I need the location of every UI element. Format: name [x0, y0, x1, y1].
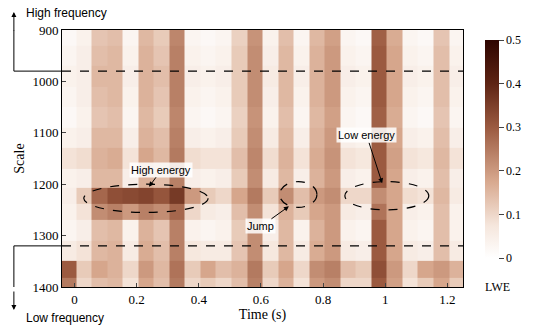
svg-text:0.4: 0.4: [506, 77, 521, 91]
svg-text:1300: 1300: [32, 228, 58, 243]
svg-text:LWE: LWE: [485, 280, 510, 294]
svg-text:0.1: 0.1: [506, 208, 521, 222]
svg-text:Jump: Jump: [247, 220, 274, 232]
svg-text:Low frequency: Low frequency: [26, 311, 104, 325]
svg-text:0.6: 0.6: [253, 292, 270, 307]
svg-text:0.2: 0.2: [128, 292, 144, 307]
svg-text:0.8: 0.8: [315, 292, 331, 307]
svg-text:Low energy: Low energy: [338, 129, 395, 141]
svg-text:1200: 1200: [32, 177, 58, 192]
svg-text:1400: 1400: [32, 280, 58, 295]
svg-text:0.3: 0.3: [506, 120, 521, 134]
svg-text:High frequency: High frequency: [26, 6, 107, 20]
svg-text:1: 1: [382, 292, 389, 307]
svg-text:Scale: Scale: [12, 143, 27, 173]
svg-text:0: 0: [71, 292, 78, 307]
svg-text:0.5: 0.5: [506, 33, 521, 47]
svg-text:0: 0: [506, 251, 512, 265]
svg-text:1000: 1000: [32, 74, 58, 89]
svg-text:1.2: 1.2: [439, 292, 455, 307]
svg-text:High energy: High energy: [131, 164, 191, 176]
svg-text:900: 900: [39, 23, 59, 38]
svg-text:0.2: 0.2: [506, 164, 521, 178]
svg-text:0.4: 0.4: [191, 292, 208, 307]
svg-text:Time (s): Time (s): [239, 307, 287, 323]
svg-text:1100: 1100: [33, 125, 59, 140]
